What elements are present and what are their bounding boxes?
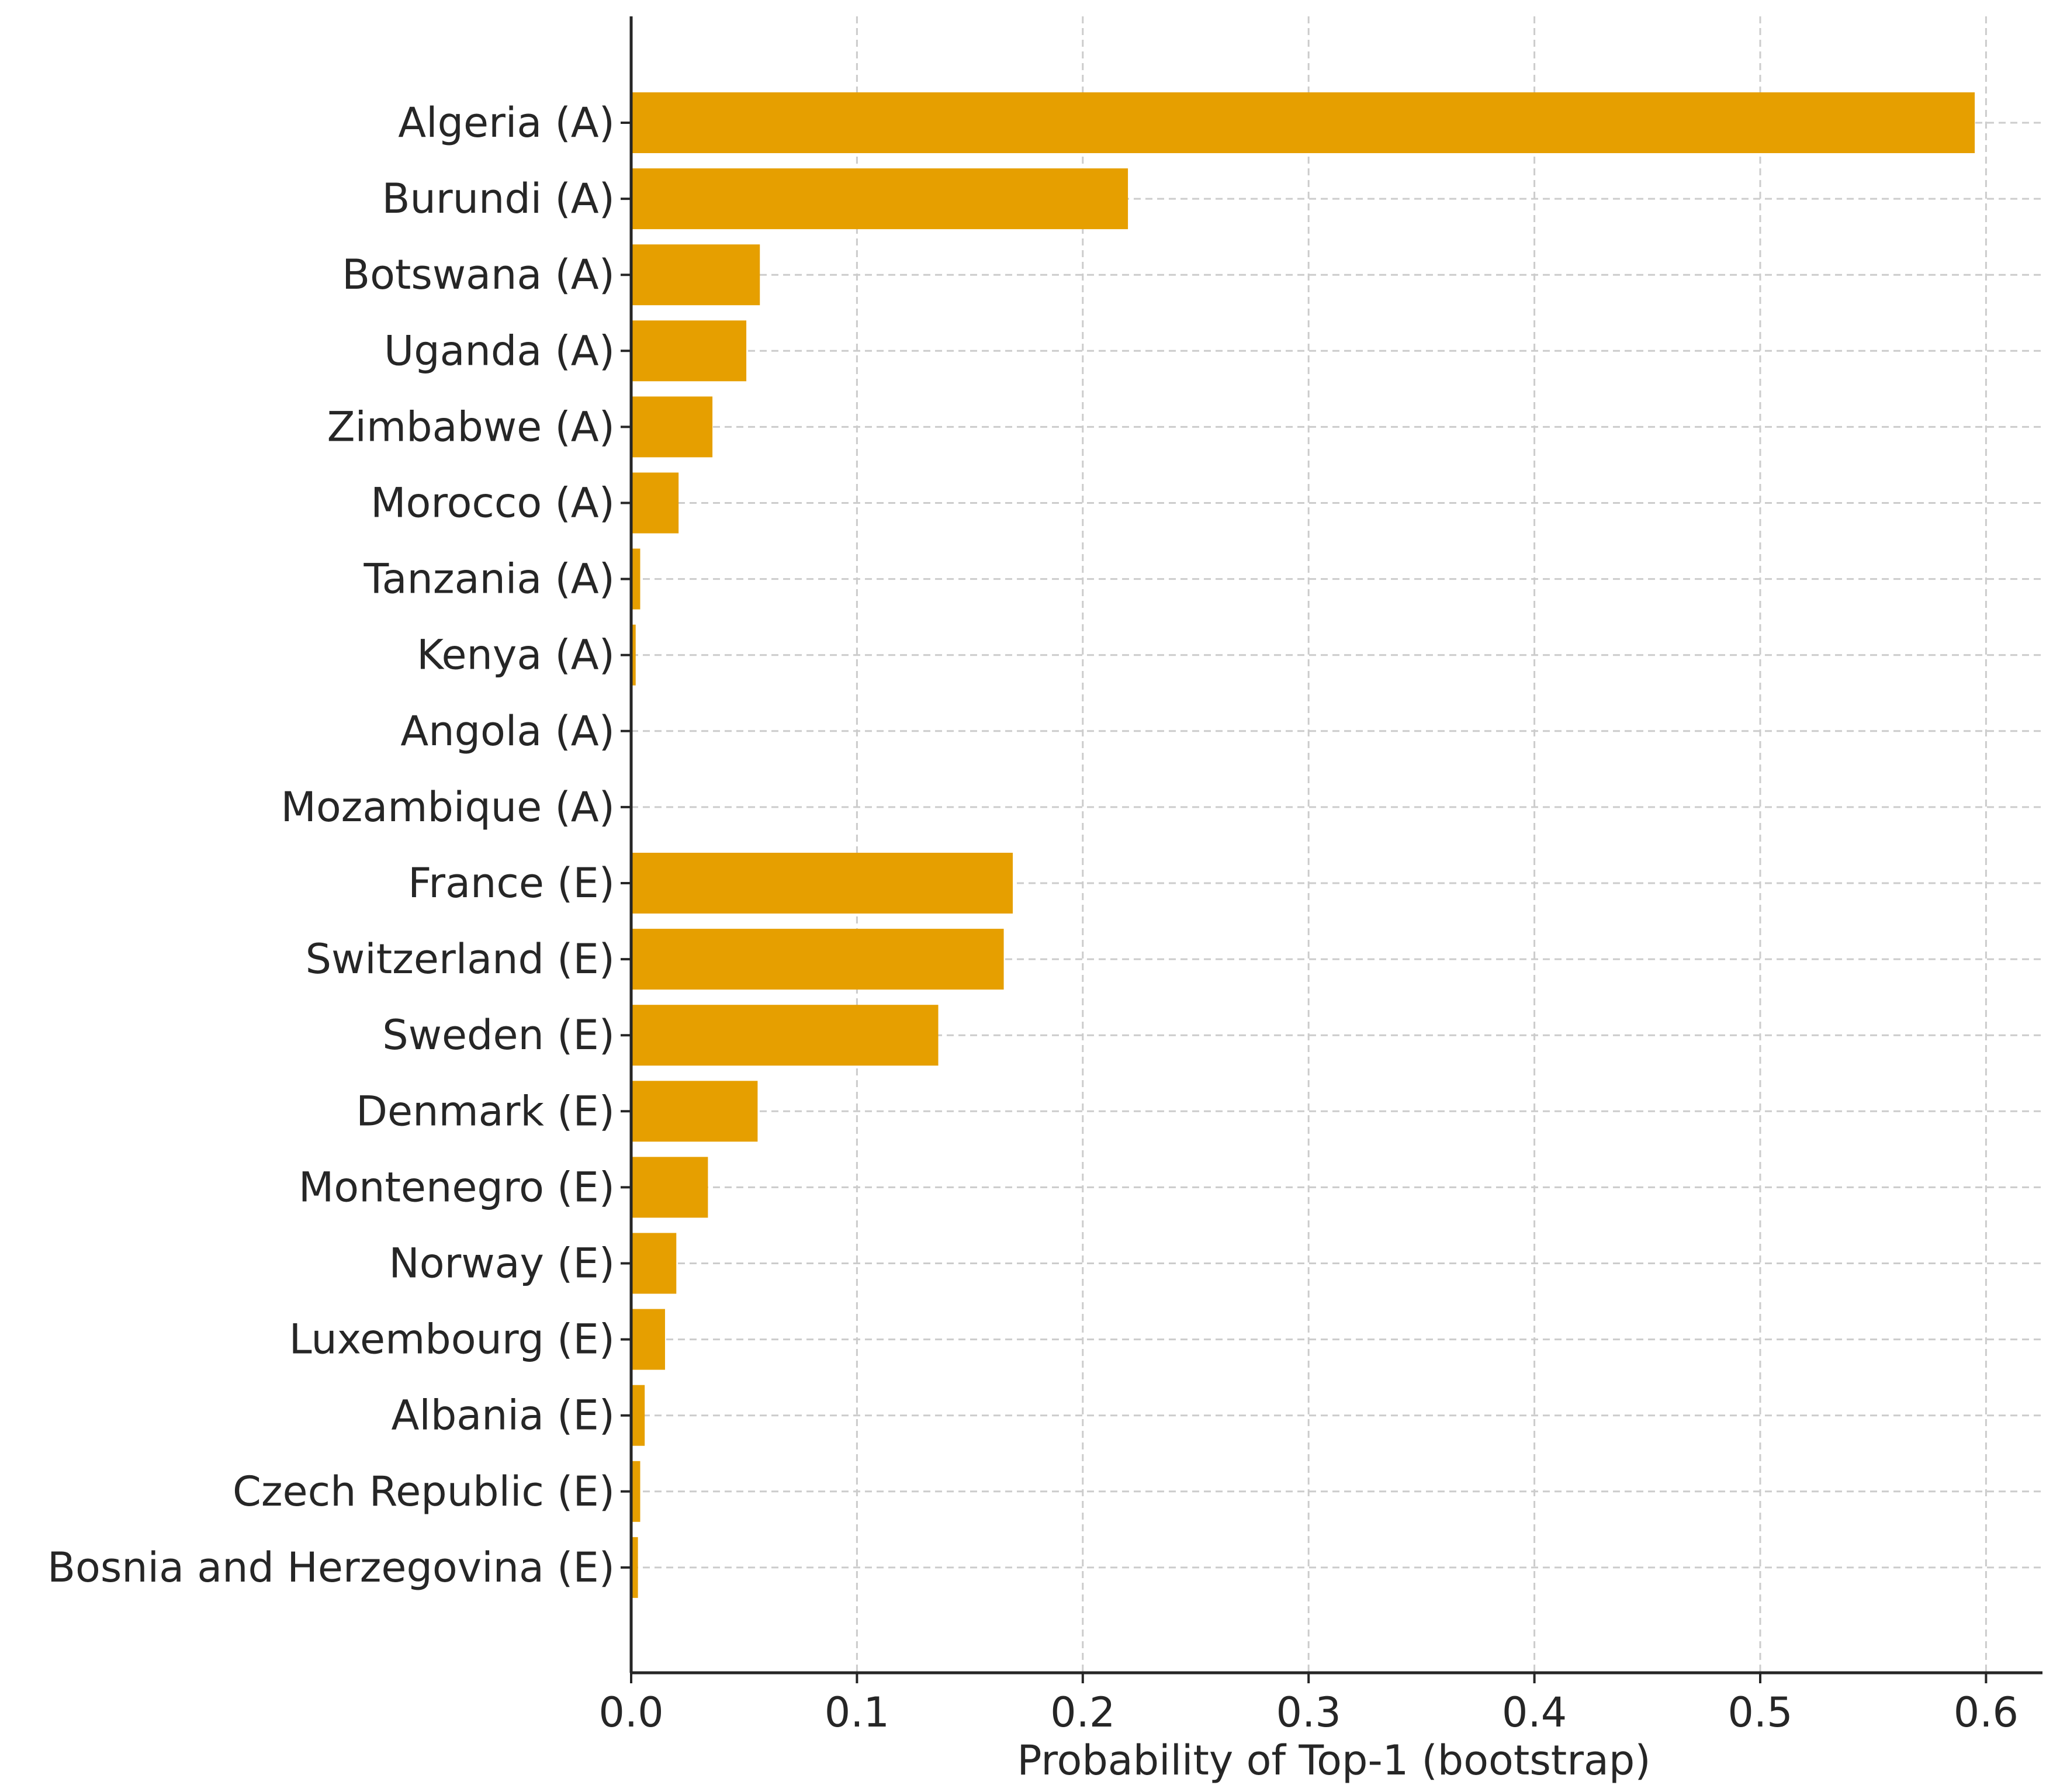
y-tick-label: Switzerland (E) xyxy=(306,935,615,983)
bar xyxy=(631,1157,708,1218)
y-tick-label: Mozambique (A) xyxy=(281,783,615,831)
x-tick-label: 0.3 xyxy=(1276,1689,1341,1736)
y-tick-label: Bosnia and Herzegovina (E) xyxy=(47,1544,615,1592)
bar xyxy=(631,1005,939,1066)
y-tick-label: Norway (E) xyxy=(389,1240,615,1288)
bar xyxy=(631,396,713,458)
bar xyxy=(631,624,636,686)
y-tick-label: Luxembourg (E) xyxy=(289,1316,615,1364)
bar xyxy=(631,1537,638,1598)
bar xyxy=(631,853,1013,914)
y-tick-label: Angola (A) xyxy=(400,707,615,755)
bar xyxy=(631,92,1975,153)
y-tick-label: France (E) xyxy=(408,859,615,907)
y-tick-label: Sweden (E) xyxy=(382,1011,615,1059)
y-tick-label: Montenegro (E) xyxy=(299,1163,615,1211)
y-tick-label: Zimbabwe (A) xyxy=(327,403,615,451)
x-tick-label: 0.6 xyxy=(1954,1689,2019,1736)
x-axis-label: Probability of Top-1 (bootstrap) xyxy=(1017,1736,1650,1784)
x-tick-label: 0.2 xyxy=(1050,1689,1115,1736)
axes-layer xyxy=(621,16,2042,1683)
bar xyxy=(631,929,1004,990)
x-tick-label: 0.5 xyxy=(1727,1689,1792,1736)
y-tick-label: Tanzania (A) xyxy=(363,555,615,603)
bar xyxy=(631,244,760,306)
bar xyxy=(631,1081,758,1142)
grid-layer xyxy=(631,16,2042,1673)
x-tick-label: 0.0 xyxy=(598,1689,663,1736)
y-tick-label: Morocco (A) xyxy=(371,479,615,527)
y-tick-label: Botswana (A) xyxy=(342,251,615,299)
labels-layer: Algeria (A) Burundi (A) Botswana (A) Uganda… xyxy=(47,99,2019,1736)
bar xyxy=(631,1233,677,1294)
y-tick-label: Czech Republic (E) xyxy=(233,1468,615,1516)
y-tick-label: Denmark (E) xyxy=(356,1087,615,1135)
bar xyxy=(631,472,679,534)
bars-layer xyxy=(631,92,1975,1598)
bar xyxy=(631,548,641,610)
y-tick-label: Algeria (A) xyxy=(398,99,615,147)
bar xyxy=(631,1309,665,1370)
y-tick-label: Uganda (A) xyxy=(384,327,615,375)
bar xyxy=(631,320,747,382)
bar xyxy=(631,1461,641,1522)
bar xyxy=(631,168,1128,230)
bar xyxy=(631,1385,645,1446)
x-tick-label: 0.4 xyxy=(1502,1689,1567,1736)
x-tick-label: 0.1 xyxy=(825,1689,889,1736)
y-tick-label: Albania (E) xyxy=(392,1392,615,1440)
y-tick-label: Kenya (A) xyxy=(417,631,615,679)
y-tick-label: Burundi (A) xyxy=(382,175,615,223)
